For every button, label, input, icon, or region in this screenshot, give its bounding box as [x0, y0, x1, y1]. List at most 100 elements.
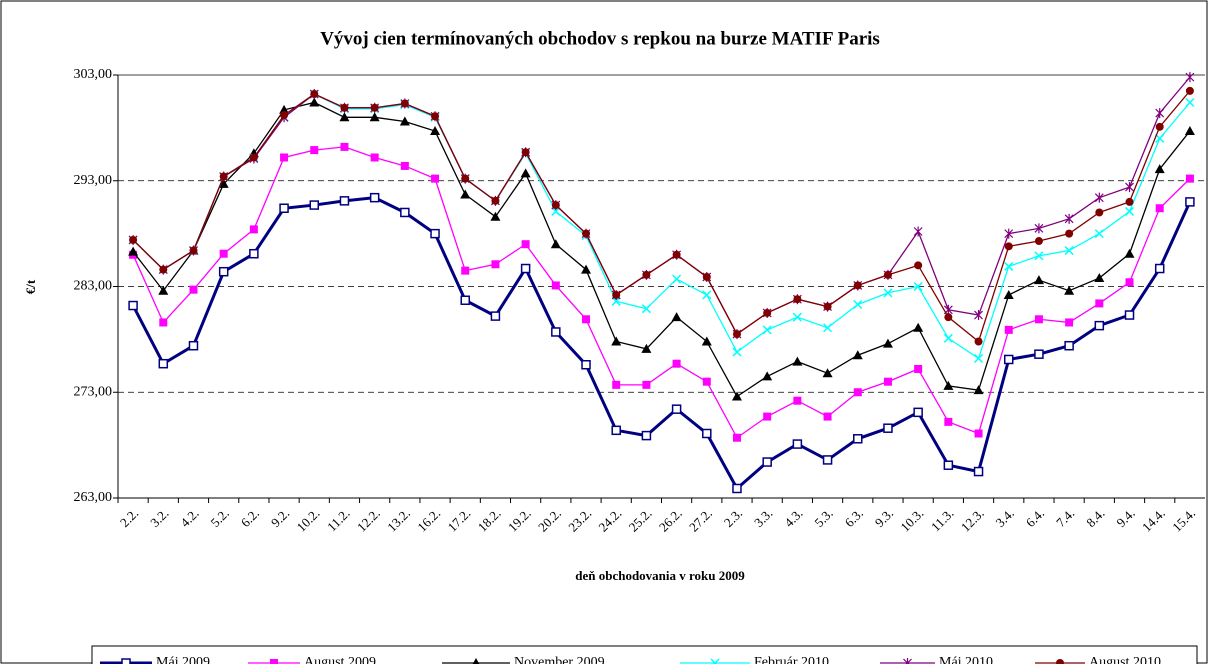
marker: [944, 313, 953, 322]
marker: [1004, 228, 1014, 239]
marker: [883, 423, 893, 433]
legend-marker: [1056, 659, 1064, 664]
marker: [1034, 349, 1044, 359]
chart-title: Vývoj cien termínovaných obchodov s repk…: [320, 28, 880, 49]
marker: [551, 201, 560, 210]
legend-marker: [121, 658, 131, 664]
marker: [1184, 126, 1195, 136]
marker: [762, 457, 772, 467]
marker: [702, 272, 711, 281]
marker: [1185, 72, 1195, 83]
marker: [460, 189, 471, 199]
marker: [1064, 246, 1074, 256]
marker: [1003, 289, 1014, 299]
marker: [642, 270, 651, 279]
marker: [520, 263, 531, 274]
marker: [852, 350, 863, 360]
marker: [853, 434, 863, 444]
marker: [1065, 229, 1074, 238]
marker: [339, 196, 350, 206]
marker: [1154, 164, 1165, 174]
marker: [158, 358, 169, 369]
marker: [189, 246, 198, 255]
marker: [129, 235, 138, 244]
marker: [581, 264, 592, 274]
marker: [611, 336, 622, 346]
marker: [1125, 278, 1134, 287]
marker: [369, 112, 380, 122]
marker: [913, 281, 923, 292]
series-line: [132, 90, 1191, 343]
marker: [974, 337, 983, 346]
y-tick-label: 293,00: [74, 173, 113, 188]
series-line: [131, 196, 1192, 491]
marker: [672, 359, 681, 368]
marker: [823, 302, 832, 311]
legend-label: Február 2010: [754, 655, 829, 664]
marker: [1154, 263, 1165, 274]
marker: [279, 203, 289, 213]
marker: [1094, 320, 1105, 331]
marker: [399, 116, 410, 126]
marker: [732, 347, 742, 357]
marker: [521, 148, 530, 157]
marker: [672, 250, 681, 259]
marker: [974, 429, 983, 438]
series-line: [132, 146, 1191, 439]
marker: [340, 103, 349, 112]
marker: [219, 249, 228, 258]
marker: [461, 266, 470, 275]
marker: [159, 318, 168, 327]
marker: [431, 174, 440, 183]
x-axis-title: deň obchodovania v roku 2009: [575, 568, 745, 583]
legend-marker: [270, 659, 278, 664]
marker: [550, 239, 561, 249]
marker: [309, 200, 320, 210]
marker: [1064, 285, 1075, 295]
marker: [1004, 325, 1013, 334]
marker: [1034, 237, 1043, 246]
marker: [702, 428, 712, 439]
legend-label: Máj 2010: [939, 655, 993, 664]
marker: [1095, 299, 1104, 308]
marker: [1125, 197, 1134, 206]
marker: [491, 260, 500, 269]
marker: [1185, 86, 1194, 95]
marker: [218, 178, 229, 188]
marker: [914, 261, 923, 270]
marker: [249, 153, 258, 162]
legend-marker: [472, 658, 480, 664]
marker: [1125, 182, 1134, 193]
y-tick-label: 273,00: [74, 384, 113, 399]
marker: [490, 311, 501, 321]
legend-label: Máj 2009: [156, 655, 210, 664]
marker: [792, 439, 803, 449]
marker: [280, 153, 289, 162]
marker: [188, 340, 199, 351]
marker: [279, 104, 290, 114]
marker: [822, 368, 833, 378]
marker: [792, 356, 803, 366]
marker: [671, 404, 682, 414]
legend-label: November 2009: [514, 655, 605, 664]
marker: [219, 172, 228, 181]
marker: [823, 323, 833, 333]
marker: [582, 315, 591, 324]
marker: [1124, 248, 1135, 258]
marker: [1155, 122, 1164, 131]
marker: [763, 308, 772, 317]
marker: [1064, 340, 1074, 351]
marker: [974, 353, 984, 363]
marker: [1155, 108, 1165, 119]
marker: [1185, 174, 1194, 183]
y-tick-label: 283,00: [74, 279, 113, 294]
marker: [431, 112, 440, 121]
marker: [400, 99, 409, 108]
marker: [641, 430, 652, 441]
marker: [1094, 229, 1104, 239]
marker: [943, 333, 953, 343]
marker: [1094, 273, 1105, 283]
marker: [1065, 318, 1074, 327]
marker: [310, 90, 319, 99]
marker: [1124, 310, 1135, 320]
